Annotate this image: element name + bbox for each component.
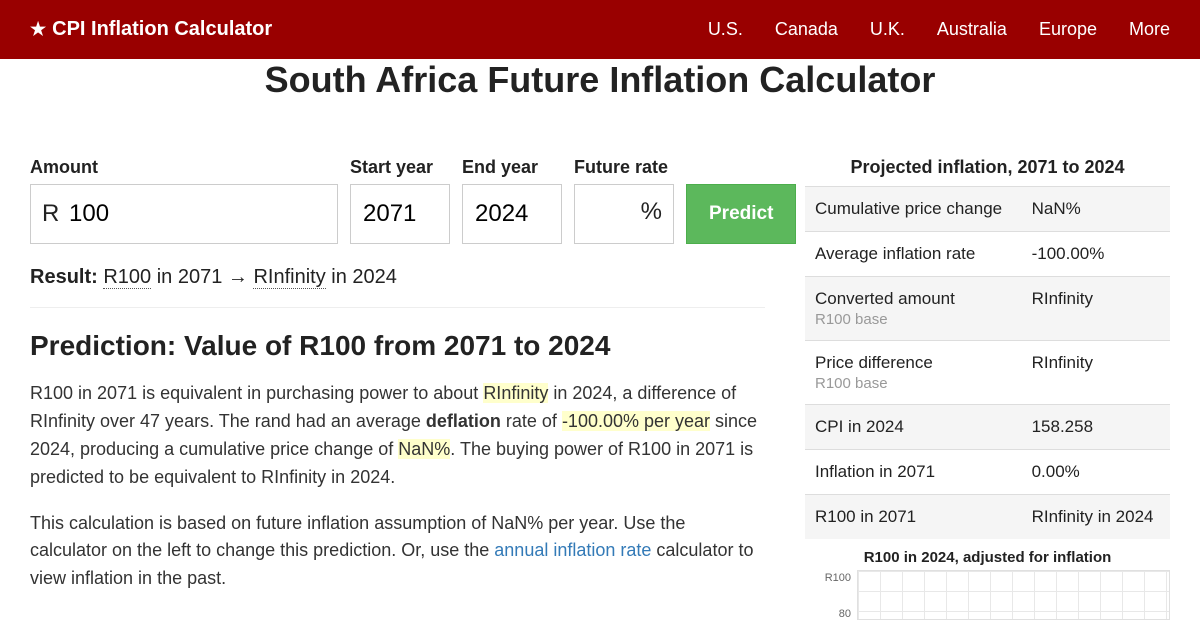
nav-link-australia[interactable]: Australia [937, 19, 1007, 40]
amount-input[interactable] [30, 184, 338, 244]
start-year-input[interactable] [350, 184, 450, 244]
result-to-text: in 2024 [326, 266, 397, 288]
amount-field: Amount R [30, 157, 338, 244]
brand[interactable]: ★ CPI Inflation Calculator [30, 18, 272, 41]
ytick-1: 80 [805, 608, 851, 620]
page-title: South Africa Future Inflation Calculator [0, 59, 1200, 101]
table-row: Converted amountR100 baseRInfinity [805, 277, 1170, 341]
divider [30, 307, 765, 308]
result-label: Result: [30, 266, 98, 288]
star-icon: ★ [30, 19, 46, 40]
highlight-value-1: RInfinity [483, 383, 548, 403]
stat-label: Cumulative price change [805, 187, 1022, 232]
mini-chart: R100 80 [805, 570, 1170, 620]
stat-value: RInfinity in 2024 [1022, 495, 1170, 540]
start-year-label: Start year [350, 157, 450, 178]
table-row: CPI in 2024158.258 [805, 405, 1170, 450]
table-row: Cumulative price changeNaN% [805, 187, 1170, 232]
stat-label: Inflation in 2071 [805, 450, 1022, 495]
nav-link-uk[interactable]: U.K. [870, 19, 905, 40]
future-rate-input[interactable] [574, 184, 674, 244]
end-year-input[interactable] [462, 184, 562, 244]
prediction-paragraph-1: R100 in 2071 is equivalent in purchasing… [30, 380, 765, 492]
nav-link-europe[interactable]: Europe [1039, 19, 1097, 40]
end-year-label: End year [462, 157, 562, 178]
main-container: Amount R Start year End year Future rate… [0, 129, 1200, 620]
stats-table: Cumulative price changeNaN%Average infla… [805, 186, 1170, 539]
sidebar: Projected inflation, 2071 to 2024 Cumula… [805, 157, 1170, 620]
left-column: Amount R Start year End year Future rate… [30, 157, 765, 620]
nav-link-more[interactable]: More [1129, 19, 1170, 40]
stat-label: CPI in 2024 [805, 405, 1022, 450]
stat-sublabel: R100 base [815, 311, 1012, 328]
result-to-amount[interactable]: RInfinity [253, 266, 325, 289]
prediction-paragraph-2: This calculation is based on future infl… [30, 510, 765, 594]
stat-label: Price differenceR100 base [805, 341, 1022, 405]
stat-value: -100.00% [1022, 232, 1170, 277]
predict-button[interactable]: Predict [686, 184, 796, 244]
result-from-text: in 2071 → [151, 266, 253, 288]
nav-link-canada[interactable]: Canada [775, 19, 838, 40]
sidebar-title: Projected inflation, 2071 to 2024 [805, 157, 1170, 178]
nav-link-us[interactable]: U.S. [708, 19, 743, 40]
table-row: Average inflation rate-100.00% [805, 232, 1170, 277]
result-summary: Result: R100 in 2071 → RInfinity in 2024 [30, 266, 765, 289]
highlight-value-2: -100.00% per year [562, 411, 710, 431]
table-row: Price differenceR100 baseRInfinity [805, 341, 1170, 405]
brand-text: CPI Inflation Calculator [52, 18, 272, 41]
future-rate-label: Future rate [574, 157, 674, 178]
site-header: ★ CPI Inflation Calculator U.S. Canada U… [0, 0, 1200, 59]
annual-inflation-link[interactable]: annual inflation rate [494, 540, 651, 560]
stat-value: RInfinity [1022, 277, 1170, 341]
stat-label: Converted amountR100 base [805, 277, 1022, 341]
table-row: Inflation in 20710.00% [805, 450, 1170, 495]
ytick-0: R100 [805, 572, 851, 584]
chart-y-axis: R100 80 [805, 570, 857, 620]
chart-grid [857, 570, 1170, 620]
stat-label: R100 in 2071 [805, 495, 1022, 540]
amount-label: Amount [30, 157, 338, 178]
stat-value: RInfinity [1022, 341, 1170, 405]
stat-label: Average inflation rate [805, 232, 1022, 277]
future-rate-field: Future rate % [574, 157, 674, 244]
end-year-field: End year [462, 157, 562, 244]
highlight-value-3: NaN% [398, 439, 450, 459]
stat-sublabel: R100 base [815, 375, 1012, 392]
stat-value: 0.00% [1022, 450, 1170, 495]
prediction-heading: Prediction: Value of R100 from 2071 to 2… [30, 330, 765, 362]
result-from-amount[interactable]: R100 [103, 266, 151, 289]
top-nav: U.S. Canada U.K. Australia Europe More [708, 19, 1170, 40]
start-year-field: Start year [350, 157, 450, 244]
stat-value: NaN% [1022, 187, 1170, 232]
calculator-form: Amount R Start year End year Future rate… [30, 157, 765, 244]
stat-value: 158.258 [1022, 405, 1170, 450]
chart-title: R100 in 2024, adjusted for inflation [805, 549, 1170, 566]
table-row: R100 in 2071RInfinity in 2024 [805, 495, 1170, 540]
